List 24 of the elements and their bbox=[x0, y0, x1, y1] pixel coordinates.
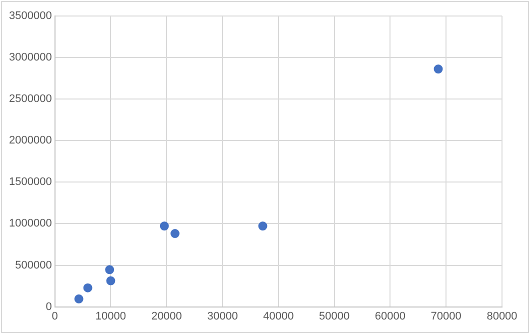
y-tick-label: 3000000 bbox=[8, 52, 52, 64]
x-tick-label: 60000 bbox=[374, 310, 406, 322]
point bbox=[170, 229, 180, 238]
x-tick-label: 70000 bbox=[430, 310, 462, 322]
point bbox=[105, 265, 114, 274]
point bbox=[83, 283, 92, 292]
x-tick-label: 40000 bbox=[263, 310, 294, 322]
y-tick-label: 3500000 bbox=[8, 10, 52, 22]
point bbox=[434, 64, 443, 74]
point bbox=[74, 294, 84, 304]
x-tick-label: 50000 bbox=[319, 310, 350, 322]
y-tick-label: 1500000 bbox=[8, 176, 52, 188]
x-tick-label: 30000 bbox=[207, 310, 238, 322]
x-tick-label: 10000 bbox=[95, 310, 126, 322]
x-tick-label: 20000 bbox=[151, 310, 182, 322]
y-tick-label: 500000 bbox=[15, 259, 52, 272]
y-tick-label: 2500000 bbox=[8, 93, 52, 106]
y-tick-label: 2000000 bbox=[8, 134, 52, 147]
y-tick-label: 0 bbox=[46, 300, 52, 313]
point bbox=[106, 276, 116, 286]
point bbox=[160, 222, 169, 231]
y-tick-label: 1000000 bbox=[8, 218, 52, 230]
point bbox=[258, 222, 268, 231]
x-tick-label: 80000 bbox=[486, 310, 518, 322]
